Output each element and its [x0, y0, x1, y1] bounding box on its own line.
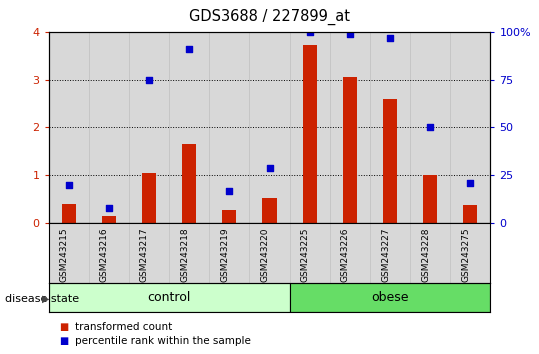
- Bar: [330, 32, 370, 223]
- Point: [225, 188, 233, 193]
- Text: GSM243220: GSM243220: [260, 228, 270, 282]
- Bar: [303, 45, 317, 223]
- Text: ■: ■: [59, 336, 68, 346]
- Bar: [289, 32, 330, 223]
- Bar: [89, 32, 129, 223]
- Text: disease state: disease state: [5, 294, 80, 304]
- Bar: [250, 32, 289, 223]
- Point: [466, 180, 475, 186]
- Bar: [410, 32, 450, 223]
- Text: GSM243217: GSM243217: [140, 228, 149, 282]
- Text: GDS3688 / 227899_at: GDS3688 / 227899_at: [189, 9, 350, 25]
- Point: [185, 46, 194, 52]
- Bar: [182, 144, 196, 223]
- Bar: [450, 32, 490, 223]
- Text: GSM243218: GSM243218: [180, 228, 189, 282]
- Text: GSM243225: GSM243225: [301, 228, 310, 282]
- Text: percentile rank within the sample: percentile rank within the sample: [75, 336, 251, 346]
- Point: [345, 31, 354, 36]
- Text: GSM243216: GSM243216: [100, 228, 109, 282]
- Point: [426, 125, 434, 130]
- Text: GSM243227: GSM243227: [381, 228, 390, 282]
- Bar: [61, 204, 75, 223]
- Bar: [423, 175, 437, 223]
- Point: [144, 77, 153, 82]
- Point: [105, 205, 113, 211]
- Text: obese: obese: [371, 291, 409, 304]
- Bar: [343, 77, 357, 223]
- Text: GSM243226: GSM243226: [341, 228, 350, 282]
- Bar: [222, 210, 236, 223]
- Bar: [464, 205, 478, 223]
- Bar: [262, 198, 277, 223]
- Text: ■: ■: [59, 322, 68, 332]
- Text: control: control: [147, 291, 191, 304]
- Bar: [49, 32, 89, 223]
- Text: GSM243215: GSM243215: [60, 228, 68, 282]
- Bar: [169, 32, 209, 223]
- Bar: [102, 216, 116, 223]
- Bar: [209, 32, 250, 223]
- Text: ▶: ▶: [42, 294, 50, 304]
- Text: GSM243275: GSM243275: [461, 228, 471, 282]
- Point: [386, 35, 395, 40]
- Bar: [289, 283, 490, 312]
- Bar: [129, 32, 169, 223]
- Bar: [142, 173, 156, 223]
- Text: GSM243228: GSM243228: [421, 228, 430, 282]
- Point: [64, 182, 73, 188]
- Bar: [49, 283, 289, 312]
- Text: transformed count: transformed count: [75, 322, 172, 332]
- Point: [265, 165, 274, 170]
- Point: [306, 29, 314, 35]
- Text: GSM243219: GSM243219: [220, 228, 229, 282]
- Bar: [383, 99, 397, 223]
- Bar: [370, 32, 410, 223]
